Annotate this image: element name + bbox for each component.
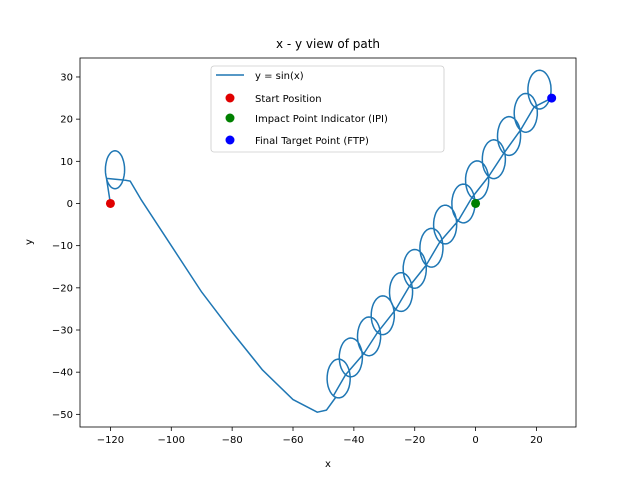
x-tick-label: 0 — [472, 435, 478, 446]
y-tick-label: −50 — [52, 410, 73, 421]
legend-label-ipi: Impact Point Indicator (IPI) — [255, 114, 388, 125]
x-tick-label: −40 — [343, 435, 364, 446]
legend: y = sin(x) Start Position Impact Point I… — [210, 65, 445, 153]
points-layer — [105, 93, 557, 208]
plot-area — [79, 57, 577, 428]
chart-title: x - y view of path — [276, 37, 380, 51]
x-axis-ticks: −120 −100 −80 −60 −40 −20 0 20 — [97, 427, 543, 446]
y-tick-label: 10 — [60, 157, 73, 168]
x-tick-label: −100 — [158, 435, 185, 446]
y-tick-label: −20 — [52, 283, 73, 294]
ipi-point — [471, 198, 481, 208]
legend-marker-ftp — [225, 135, 235, 145]
axes-frame — [79, 57, 577, 428]
y-axis-label: y — [24, 239, 35, 245]
series-layer — [104, 69, 553, 413]
y-tick-label: 30 — [60, 72, 73, 83]
x-axis-label: x — [325, 459, 331, 470]
legend-label-start: Start Position — [255, 94, 322, 105]
ftp-point — [547, 93, 557, 103]
x-tick-label: −120 — [97, 435, 124, 446]
y-tick-label: −40 — [52, 368, 73, 379]
x-tick-label: −80 — [222, 435, 243, 446]
legend-label-ftp: Final Target Point (FTP) — [255, 136, 369, 147]
legend-marker-ipi — [225, 113, 235, 123]
legend-marker-start — [225, 93, 235, 103]
y-tick-label: −30 — [52, 326, 73, 337]
y-tick-label: 20 — [60, 115, 73, 126]
y-axis-ticks: −50 −40 −30 −20 −10 0 10 20 30 — [52, 72, 80, 421]
legend-label-series: y = sin(x) — [255, 71, 304, 82]
y-tick-label: −10 — [52, 241, 73, 252]
legend-frame — [210, 65, 445, 153]
start-position-point — [105, 198, 115, 208]
y-tick-label: 0 — [67, 199, 73, 210]
path-line — [104, 69, 553, 413]
x-tick-label: 20 — [530, 435, 543, 446]
x-tick-label: −60 — [282, 435, 303, 446]
x-tick-label: −20 — [404, 435, 425, 446]
